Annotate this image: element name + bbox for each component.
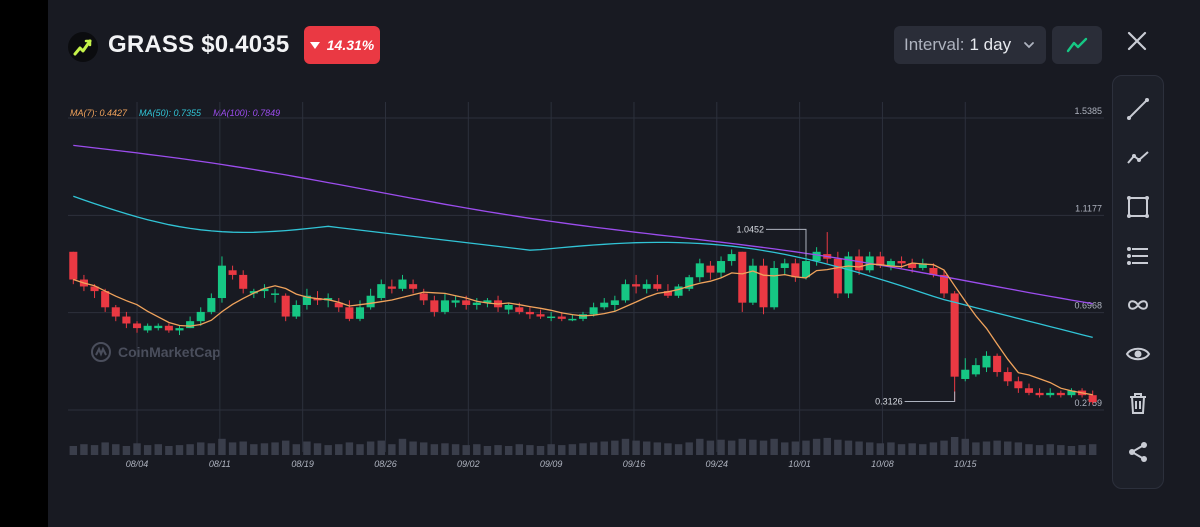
page-title: GRASS $0.4035 <box>108 31 290 58</box>
interval-select[interactable]: Interval: 1 day <box>894 26 1046 64</box>
share-icon <box>1129 442 1147 462</box>
grass-logo-icon <box>68 32 98 62</box>
infinity-button[interactable] <box>1113 285 1163 325</box>
line-tool-icon <box>1127 98 1149 120</box>
line-chart-icon <box>1066 37 1088 53</box>
rectangle-tool-icon <box>1127 196 1149 218</box>
fib-tool-icon <box>1127 247 1148 265</box>
ma-legend: MA(7): 0.4427 MA(50): 0.7355 MA(100): 0.… <box>70 108 280 118</box>
polyline-tool-button[interactable] <box>1113 138 1163 178</box>
chart-panel <box>48 0 1200 527</box>
rectangle-tool-button[interactable] <box>1113 187 1163 227</box>
fib-tool-button[interactable] <box>1113 236 1163 276</box>
polyline-tool-icon <box>1127 151 1149 164</box>
coinmarketcap-logo-icon <box>91 342 111 362</box>
price-change-value: 14.31% <box>326 37 375 53</box>
ma50-legend: MA(50): 0.7355 <box>139 108 202 118</box>
ma100-legend: MA(100): 0.7849 <box>213 108 281 118</box>
price-change-badge: 14.31% <box>304 26 380 64</box>
drawing-toolbar <box>1112 75 1164 489</box>
interval-label: Interval: <box>904 35 965 54</box>
infinity-icon <box>1127 300 1149 310</box>
down-arrow-icon <box>309 41 320 49</box>
ma7-legend: MA(7): 0.4427 <box>70 108 128 118</box>
chart-type-button[interactable] <box>1052 26 1102 64</box>
watermark: CoinMarketCap <box>90 341 221 363</box>
eye-icon <box>1125 347 1151 361</box>
visibility-button[interactable] <box>1113 334 1163 374</box>
share-button[interactable] <box>1113 432 1163 472</box>
trash-icon <box>1130 393 1146 414</box>
delete-button[interactable] <box>1113 383 1163 423</box>
close-icon[interactable] <box>1124 28 1150 54</box>
watermark-text: CoinMarketCap <box>118 344 221 360</box>
line-tool-button[interactable] <box>1113 89 1163 129</box>
interval-value: 1 day <box>969 35 1012 54</box>
chevron-down-icon <box>1024 42 1034 49</box>
